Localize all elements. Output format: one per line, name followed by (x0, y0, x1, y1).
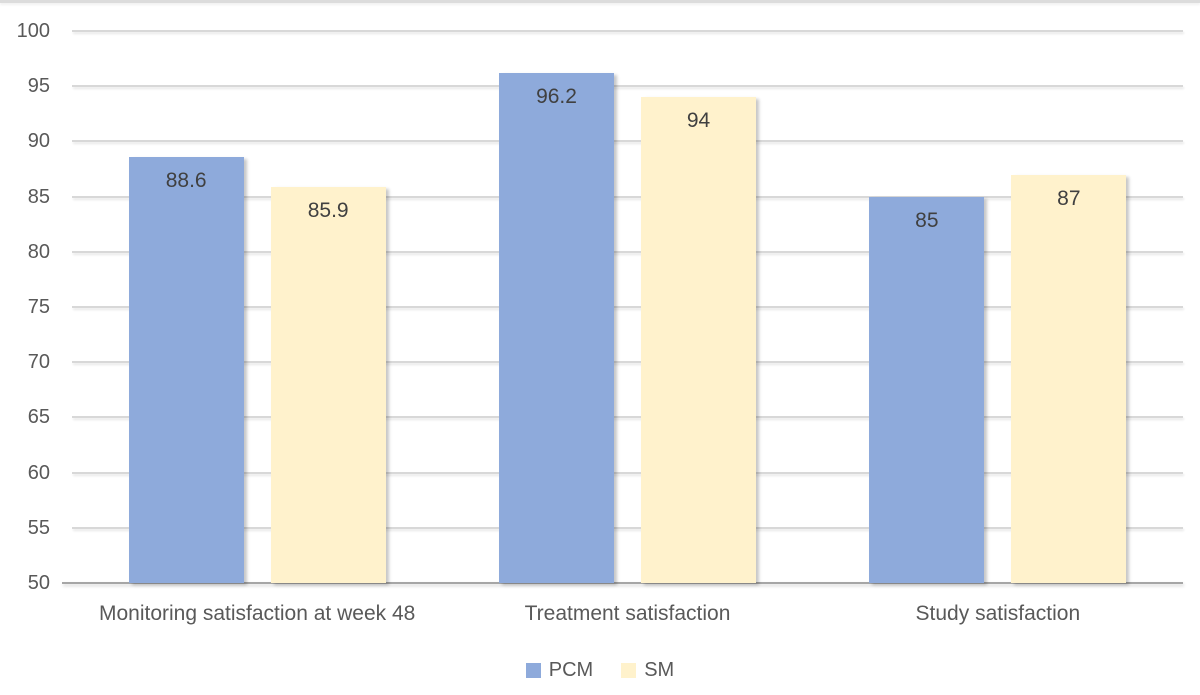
x-category-label: Treatment satisfaction (524, 602, 731, 625)
y-tick-label: 55 (27, 516, 50, 539)
legend-item-sm: SM (621, 659, 674, 682)
bar-data-label: 94 (686, 109, 711, 133)
bar-sm-cat2: 94 (641, 97, 756, 583)
gridline (72, 85, 1183, 88)
legend-swatch-icon (525, 663, 541, 678)
gridline (72, 416, 1183, 419)
gridline (72, 361, 1183, 364)
y-tick-label: 80 (27, 240, 50, 263)
y-tick-label: 85 (27, 185, 50, 208)
bar-data-label: 96.2 (536, 84, 577, 108)
gridline (72, 306, 1183, 308)
y-tick-label: 90 (27, 130, 50, 153)
x-category-label: Study satisfaction (915, 602, 1081, 625)
x-category-label: Monitoring satisfaction at week 48 (98, 602, 416, 625)
x-axis-line (62, 582, 1183, 584)
bar-pcm-cat1: 88.6 (128, 156, 244, 583)
bar-sm-cat1: 85.9 (270, 186, 386, 583)
bar-pcm-cat2: 96.2 (499, 72, 614, 583)
gridline (72, 471, 1183, 474)
gridline (72, 250, 1183, 253)
bar-data-label: 85 (915, 208, 939, 232)
y-tick-label: 70 (27, 351, 50, 374)
bar-data-label: 87 (1057, 186, 1081, 210)
gridline (72, 30, 1183, 32)
bar-data-label: 88.6 (165, 168, 207, 192)
y-tick-label: 75 (27, 296, 50, 318)
plot-area: 88.6 85.9 96.2 94 85 87 (62, 30, 1183, 584)
gridline (72, 195, 1183, 198)
bar-data-label: 85.9 (307, 198, 349, 222)
y-tick-label: 60 (27, 461, 50, 484)
gridline (72, 140, 1183, 143)
y-tick-label: 95 (27, 75, 50, 98)
bar-pcm-cat3: 85 (869, 196, 985, 583)
y-tick-label: 50 (27, 572, 50, 594)
chart-top-border (0, 0, 1200, 3)
y-tick-label: 100 (16, 20, 50, 42)
legend: PCM SM (0, 659, 1200, 682)
legend-label: PCM (548, 659, 594, 681)
y-tick-label: 65 (27, 406, 50, 429)
gridline (72, 526, 1183, 529)
legend-swatch-icon (621, 663, 637, 678)
bar-sm-cat3: 87 (1011, 174, 1127, 583)
legend-item-pcm: PCM (525, 659, 594, 682)
legend-label: SM (644, 659, 675, 681)
